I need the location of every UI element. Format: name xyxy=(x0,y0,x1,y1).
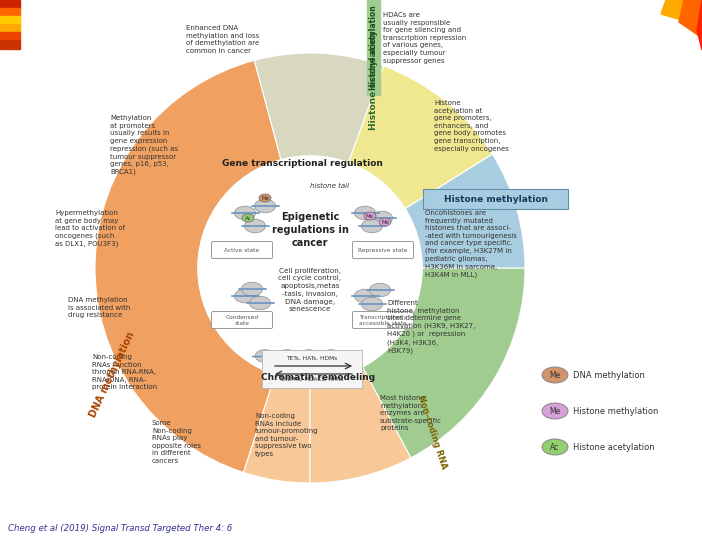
Text: Me: Me xyxy=(550,371,561,380)
Ellipse shape xyxy=(259,194,271,202)
Ellipse shape xyxy=(542,439,568,455)
Ellipse shape xyxy=(322,350,340,362)
Text: Different
histone  methylation
sites determine gene
activation (H3K9, H3K27,
H4K: Different histone methylation sites dete… xyxy=(387,300,475,354)
Text: Histone acetylation: Histone acetylation xyxy=(573,443,655,452)
Text: Hypermethylation
at gene body may
lead to activation of
oncogenes (such
as DLX1,: Hypermethylation at gene body may lead t… xyxy=(55,210,125,247)
Text: Repressive state: Repressive state xyxy=(358,248,408,253)
Ellipse shape xyxy=(542,403,568,419)
Text: DNA methylation: DNA methylation xyxy=(88,330,136,420)
Ellipse shape xyxy=(371,211,392,225)
Ellipse shape xyxy=(362,219,383,233)
Bar xyxy=(0,16,20,25)
Ellipse shape xyxy=(299,350,319,362)
FancyBboxPatch shape xyxy=(423,189,568,209)
Text: DNA methylation
is associated with
drug resistance: DNA methylation is associated with drug … xyxy=(68,297,131,318)
Text: Most histone
methylation
enzymes are
substrate-specific
proteins: Most histone methylation enzymes are sub… xyxy=(380,395,442,431)
Wedge shape xyxy=(310,367,411,483)
Ellipse shape xyxy=(379,218,391,226)
Text: HDACs are
usually responsible
for gene silencing and
transcription repression
of: HDACs are usually responsible for gene s… xyxy=(383,12,466,64)
Text: Transcriptionally
accessible state: Transcriptionally accessible state xyxy=(359,315,407,326)
Bar xyxy=(367,0,380,95)
Wedge shape xyxy=(244,375,310,483)
Wedge shape xyxy=(348,66,492,208)
Text: Me: Me xyxy=(261,196,269,201)
Bar xyxy=(0,24,20,33)
Text: Oncohistones are
frequently mutated
histones that are associ-
-ated with tumouri: Oncohistones are frequently mutated hist… xyxy=(425,210,517,278)
Ellipse shape xyxy=(256,350,274,362)
Text: Histone acetylation: Histone acetylation xyxy=(369,30,378,130)
Text: Gene transcriptional regulation: Gene transcriptional regulation xyxy=(222,159,383,167)
Text: Some
Non-coding
RNAs play
opposite roles
in different
cancers: Some Non-coding RNAs play opposite roles… xyxy=(152,420,201,464)
Ellipse shape xyxy=(241,282,263,296)
Text: Histone methylation: Histone methylation xyxy=(444,194,548,204)
Bar xyxy=(0,40,20,49)
Text: Non-coding RNA: Non-coding RNA xyxy=(416,394,448,470)
Text: Me: Me xyxy=(550,407,561,416)
Text: Epigenetic
regulations in
cancer: Epigenetic regulations in cancer xyxy=(272,212,348,248)
FancyBboxPatch shape xyxy=(211,312,272,328)
Ellipse shape xyxy=(255,199,275,213)
Ellipse shape xyxy=(249,296,270,310)
FancyBboxPatch shape xyxy=(211,241,272,259)
Circle shape xyxy=(198,156,422,380)
Polygon shape xyxy=(697,0,702,50)
Bar xyxy=(0,0,20,9)
Ellipse shape xyxy=(234,206,256,220)
Ellipse shape xyxy=(244,219,265,233)
Ellipse shape xyxy=(364,212,376,220)
Text: Active state: Active state xyxy=(225,248,260,253)
Text: Cell proliferation,
cell cycle control,
apoptosis,metas
-tasis, invasion,
DNA da: Cell proliferation, cell cycle control, … xyxy=(279,268,341,312)
Wedge shape xyxy=(254,53,383,163)
Ellipse shape xyxy=(355,206,376,220)
Text: DNMTs, HDACs, HMTs: DNMTs, HDACs, HMTs xyxy=(281,376,343,381)
Ellipse shape xyxy=(234,289,256,303)
Text: Non-coding
RNAs include
tumour-promoting
and tumour-
suppressive two
types: Non-coding RNAs include tumour-promoting… xyxy=(255,413,319,457)
Wedge shape xyxy=(362,268,525,458)
FancyBboxPatch shape xyxy=(262,350,362,388)
Text: Histone
acetylation at
gene promoters,
enhancers, and
gene body promotes
gene tr: Histone acetylation at gene promoters, e… xyxy=(434,100,509,152)
Text: Methylation
at promoters
usually results in
gene expression
repression (such as
: Methylation at promoters usually results… xyxy=(110,115,178,175)
Text: DNA methylation: DNA methylation xyxy=(573,371,645,380)
Polygon shape xyxy=(679,0,702,38)
Ellipse shape xyxy=(277,350,297,362)
Text: Enhanced DNA
methylation and loss
of demethylation are
common in cancer: Enhanced DNA methylation and loss of dem… xyxy=(186,25,259,54)
Polygon shape xyxy=(661,0,702,26)
Text: Non-coding
RNAs function
through RNA-RNA,
RNA-DNA, RNA-
protein interaction: Non-coding RNAs function through RNA-RNA… xyxy=(92,354,157,390)
Text: histone tail: histone tail xyxy=(310,183,350,189)
Ellipse shape xyxy=(362,297,383,310)
Ellipse shape xyxy=(369,284,390,297)
Text: Histone acetylation: Histone acetylation xyxy=(369,5,378,90)
Text: Condensed
state: Condensed state xyxy=(225,315,258,326)
Wedge shape xyxy=(405,154,525,268)
Text: Ac: Ac xyxy=(550,443,559,452)
Text: Me: Me xyxy=(381,220,389,225)
FancyBboxPatch shape xyxy=(352,241,413,259)
Wedge shape xyxy=(95,60,281,472)
Text: Cheng et al (2019) Signal Transd Targeted Ther 4: 6: Cheng et al (2019) Signal Transd Targete… xyxy=(8,524,232,533)
Text: Chromatin remodeling: Chromatin remodeling xyxy=(261,374,375,382)
Text: TETs, HATs, HDMs: TETs, HATs, HDMs xyxy=(286,355,338,361)
Ellipse shape xyxy=(242,214,254,222)
Text: Histone methylation: Histone methylation xyxy=(573,407,658,416)
FancyBboxPatch shape xyxy=(352,312,413,328)
Text: Me: Me xyxy=(366,214,374,219)
Ellipse shape xyxy=(542,367,568,383)
Bar xyxy=(0,8,20,17)
Ellipse shape xyxy=(355,289,376,303)
Bar xyxy=(0,32,20,41)
Text: Ac: Ac xyxy=(245,216,251,221)
